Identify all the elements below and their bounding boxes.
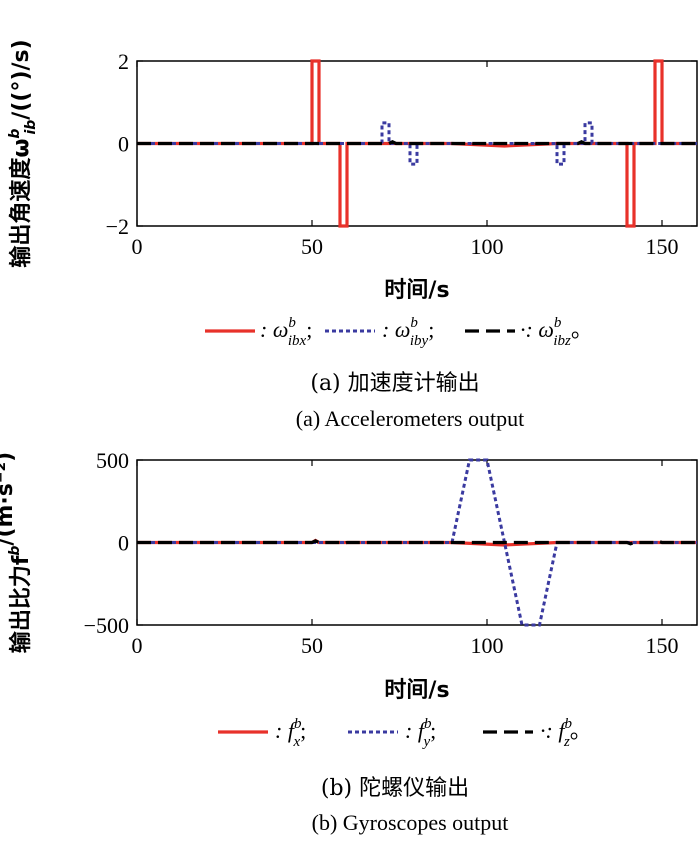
- legend-label: : ωb ibx;: [260, 315, 312, 349]
- legend-label: ·: ωb ibz。: [520, 315, 593, 349]
- legend-label: : ωb iby;: [382, 315, 434, 349]
- x-tick-label: 0: [132, 633, 143, 658]
- x-tick-label: 100: [471, 633, 504, 658]
- y-tick-label: 2: [118, 49, 129, 74]
- caption-chinese: (a) 加速度计输出: [310, 371, 479, 396]
- caption-english: (a) Accelerometers output: [296, 406, 524, 431]
- y-tick-label: −500: [84, 613, 129, 638]
- x-tick-label: 0: [132, 234, 143, 259]
- series-line-3: [137, 539, 697, 546]
- y-tick-label: 500: [96, 448, 129, 473]
- x-tick-label: 100: [471, 234, 504, 259]
- series-line-1: [137, 59, 697, 228]
- caption-chinese: (b) 陀螺仪输出: [321, 776, 469, 801]
- x-tick-label: 50: [301, 234, 323, 259]
- caption-english: (b) Gyroscopes output: [312, 810, 509, 835]
- legend: : ωb ibx; : ωb iby; ·: ωb ibz。: [205, 315, 593, 349]
- x-axis-title: 时间/s: [384, 278, 449, 303]
- x-tick-label: 150: [646, 234, 679, 259]
- y-axis-title: 输出角速度ωbib/((°)/s): [7, 39, 39, 267]
- legend: : fb x; : fb y; ·: fb z。: [218, 716, 592, 750]
- y-tick-label: 0: [118, 531, 129, 556]
- series-line-2: [137, 458, 697, 627]
- x-tick-label: 50: [301, 633, 323, 658]
- x-tick-label: 150: [646, 633, 679, 658]
- legend-label: ·: fb z。: [540, 716, 592, 750]
- x-axis-title: 时间/s: [384, 678, 449, 703]
- y-axis-title: 输出比力fb/(m·s⁻²): [0, 452, 34, 653]
- y-tick-label: 0: [118, 132, 129, 157]
- y-tick-label: −2: [106, 214, 129, 239]
- series-line-3: [137, 140, 697, 146]
- legend-label: : fb y;: [405, 716, 436, 750]
- legend-label: : fb x;: [275, 716, 306, 750]
